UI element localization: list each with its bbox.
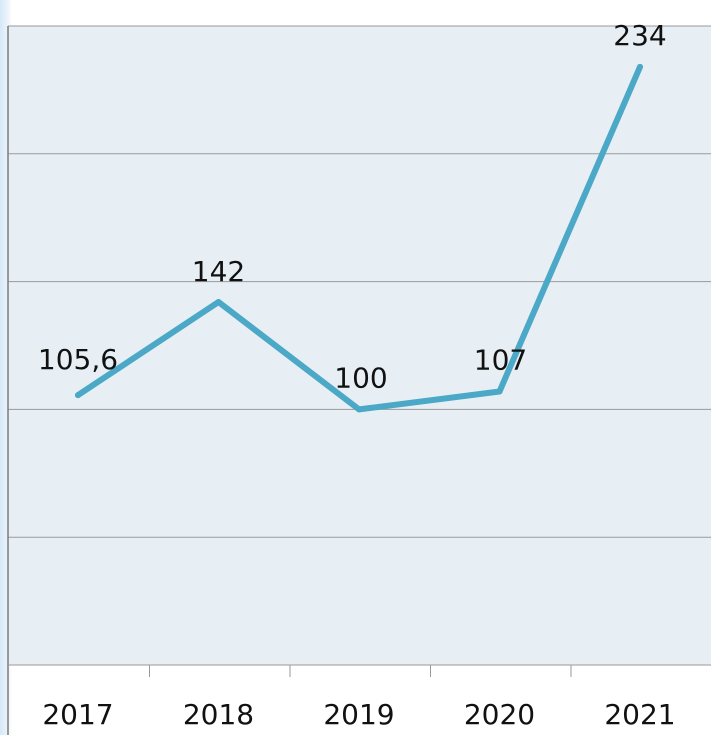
data-point	[75, 392, 81, 399]
data-label: 142	[192, 255, 245, 288]
data-point	[215, 299, 222, 306]
x-tick-label: 2019	[323, 698, 394, 731]
data-label: 100	[334, 361, 387, 394]
x-tick-label: 2020	[464, 698, 535, 731]
data-label: 105,6	[38, 343, 118, 376]
x-tick-label: 2017	[42, 698, 113, 731]
x-tick-label: 2018	[183, 698, 254, 731]
data-point	[356, 406, 362, 413]
data-point	[496, 388, 503, 395]
x-tick-label: 2021	[604, 698, 675, 731]
data-label: 107	[474, 344, 527, 377]
data-point	[637, 63, 643, 70]
plot-area	[8, 26, 711, 665]
data-label: 234	[613, 19, 666, 52]
